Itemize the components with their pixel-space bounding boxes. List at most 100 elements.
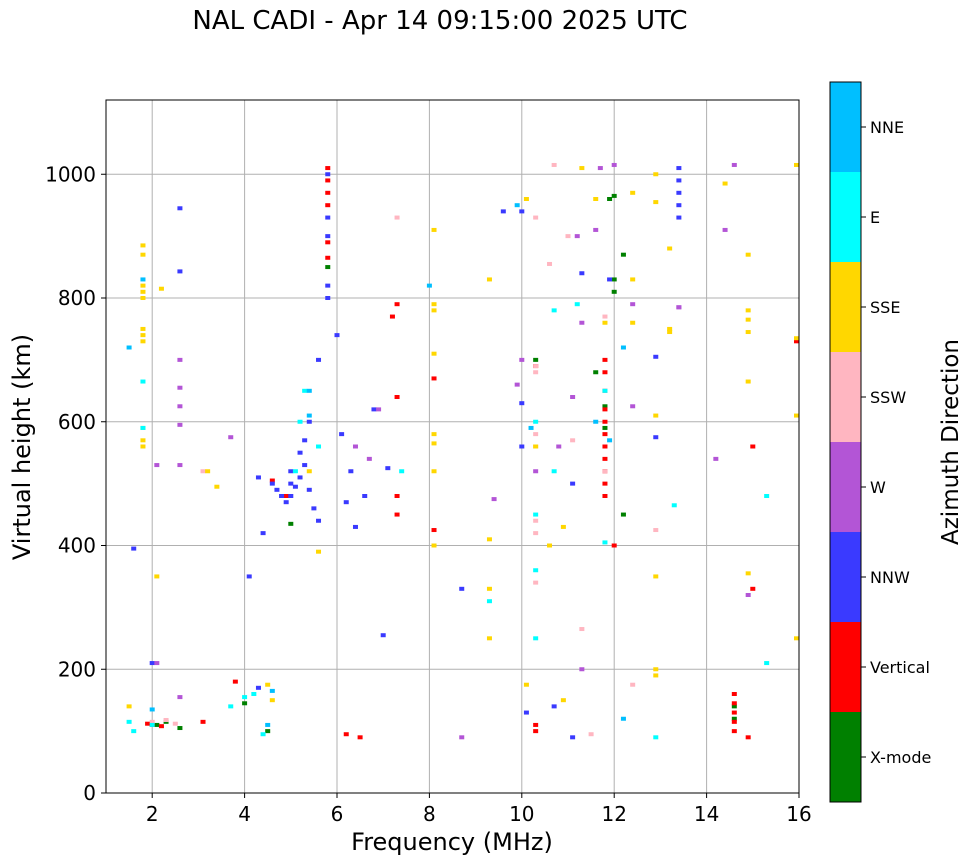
echo-point-x-mode [593,370,599,375]
echo-point-nnw [676,203,682,208]
echo-point-sse [431,308,437,313]
echo-point-w [376,407,382,412]
echo-point-nnw [177,206,183,211]
echo-point-vertical [602,494,608,498]
echo-point-e [297,419,303,424]
y-axis-label: Virtual height (km) [8,334,36,560]
echo-point-vertical [602,370,608,375]
x-tick-label: 12 [601,802,626,826]
echo-point-sse [140,243,146,248]
colorbar-tick-label: SSE [870,298,900,317]
echo-point-vertical [602,419,608,424]
echo-point-w [579,320,585,325]
echo-point-nnw [260,531,266,536]
y-axis-ticks: 0 200 400 600 800 1000 [45,162,106,805]
echo-point-vertical [602,407,608,412]
echo-point-nnw [519,209,525,214]
colorbar-swatch [830,82,861,172]
echo-point-nnw [676,166,682,171]
echo-point-sse [653,200,659,205]
echo-point-sse [653,172,659,177]
echo-point-sse [667,326,673,331]
echo-point-nnw [292,484,298,489]
echo-point-nnw [676,190,682,195]
echo-point-sse [745,330,751,335]
plot-frame [105,99,800,794]
echo-point-ssw [394,215,400,220]
echo-point-e [574,302,580,307]
echo-point-nnw [302,438,308,443]
echo-point-vertical [145,721,151,726]
echo-point-sse [560,698,566,703]
echo-point-nnw [288,469,294,474]
echo-point-x-mode [602,425,608,430]
echo-point-ssw [533,364,539,369]
echo-point-sse [560,524,566,529]
echo-point-w [154,463,160,468]
echo-point-nnw [306,487,312,492]
echo-point-nnw [352,524,358,529]
echo-point-e [242,695,248,700]
echo-point-sse [431,227,437,232]
echo-point-w [745,593,751,597]
colorbar-swatch [830,442,861,532]
echo-point-ssw [579,627,585,632]
echo-point-sse [630,190,636,195]
y-tick-label: 0 [83,781,96,805]
echo-point-sse [140,283,146,288]
echo-point-x-mode [602,404,608,409]
echo-point-sse [205,469,211,474]
echo-point-vertical [602,357,608,362]
echo-point-e [126,719,132,724]
colorbar-tick-label: NNW [870,568,910,587]
echo-point-vertical [794,339,799,344]
echo-point-sse [316,549,322,554]
echo-point-vertical [611,543,617,548]
echo-point-vertical [731,719,737,724]
echo-point-x-mode [620,252,626,257]
echo-point-w [722,227,728,232]
echo-point-vertical [731,701,737,706]
echo-point-nne [306,388,312,393]
echo-point-nnw [131,546,137,551]
echo-point-vertical [325,178,331,183]
echo-point-w [352,444,358,449]
echo-point-x-mode [325,265,331,270]
echo-point-sse [794,413,799,418]
echo-point-w [611,162,617,167]
echo-point-nnw [288,481,294,486]
echo-point-sse [794,636,799,641]
echo-point-sse [154,574,160,579]
echo-point-e [140,379,146,384]
colorbar-tick-label: E [870,208,880,227]
echo-point-ssw [533,370,539,375]
echo-point-vertical [602,432,608,437]
x-tick-label: 10 [509,802,534,826]
echo-point-w [177,385,183,390]
echo-point-e [533,636,539,641]
echo-point-vertical [602,481,608,486]
y-tick-label: 200 [58,657,96,681]
echo-point-vertical [602,444,608,449]
echo-point-e [764,494,770,498]
echo-point-nnw [149,661,155,666]
data-marks [126,162,799,740]
echo-point-w [177,404,183,409]
echo-point-sse [523,197,529,201]
echo-point-sse [486,277,492,282]
echo-point-sse [140,289,146,294]
colorbar-swatch [830,352,861,442]
echo-point-w [491,497,497,502]
echo-point-e [292,469,298,474]
echo-point-sse [431,469,437,474]
echo-point-sse [140,326,146,331]
echo-point-sse [306,469,312,474]
echo-point-sse [140,296,146,300]
x-tick-label: 14 [694,802,719,826]
echo-point-nne [265,722,271,727]
echo-point-w [177,357,183,362]
echo-point-nne [269,688,275,693]
echo-point-sse [745,379,751,384]
colorbar-tick-label: SSW [870,388,906,407]
echo-point-e [671,503,677,508]
